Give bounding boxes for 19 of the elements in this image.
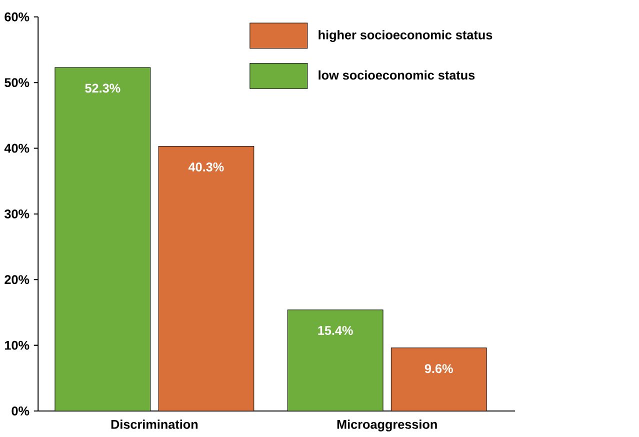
data-label: 52.3%	[85, 84, 120, 93]
bar	[287, 309, 384, 411]
x-tick-label: Microaggression	[337, 419, 437, 432]
bar	[54, 67, 151, 411]
y-tick-label: 0%	[12, 406, 30, 416]
bar	[158, 146, 254, 411]
y-tick-label: 50%	[4, 78, 30, 87]
legend-label: higher socioeconomic status	[318, 30, 492, 42]
x-tick-label: Discrimination	[111, 419, 198, 429]
legend-label: low socioeconomic status	[318, 70, 475, 80]
y-tick-label: 30%	[4, 209, 30, 218]
y-tick-label: 20%	[4, 275, 30, 284]
data-label: 9.6%	[424, 364, 453, 374]
y-tick-label: 60%	[4, 12, 30, 22]
data-label: 40.3%	[188, 162, 224, 172]
y-tick-label: 40%	[4, 144, 30, 153]
y-tick-label: 10%	[5, 340, 30, 350]
bar	[390, 348, 487, 411]
data-label: 15.4%	[318, 326, 353, 335]
